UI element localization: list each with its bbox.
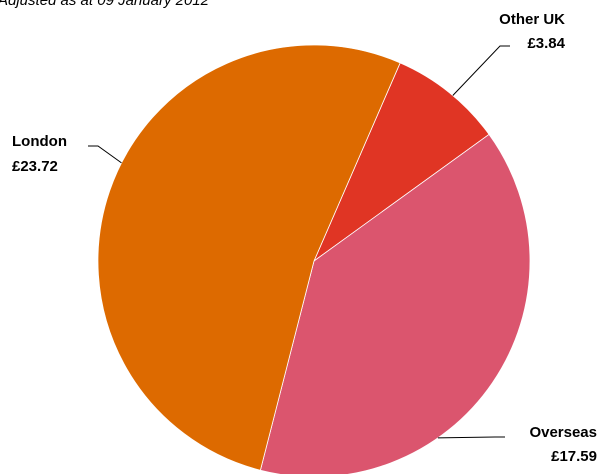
slice-name-label-other-uk: Other UK: [499, 11, 565, 28]
chart-subtitle: Adjusted as at 09 January 2012: [0, 0, 209, 9]
pie-slice-other-uk: [313, 62, 490, 263]
slice-value-label-london: £23.72: [12, 158, 58, 175]
leader-line-london: [88, 145, 122, 164]
slice-value-label-other-uk: £3.84: [527, 35, 565, 52]
slice-name-label-overseas: Overseas: [529, 424, 597, 441]
leader-line-overseas: [437, 436, 505, 439]
pie-slice-overseas: [259, 133, 531, 474]
pie-slice-london: [97, 44, 401, 471]
slice-name-label-london: London: [12, 133, 67, 150]
leader-line-other-uk: [452, 45, 510, 96]
slice-value-label-overseas: £17.59: [551, 448, 597, 465]
